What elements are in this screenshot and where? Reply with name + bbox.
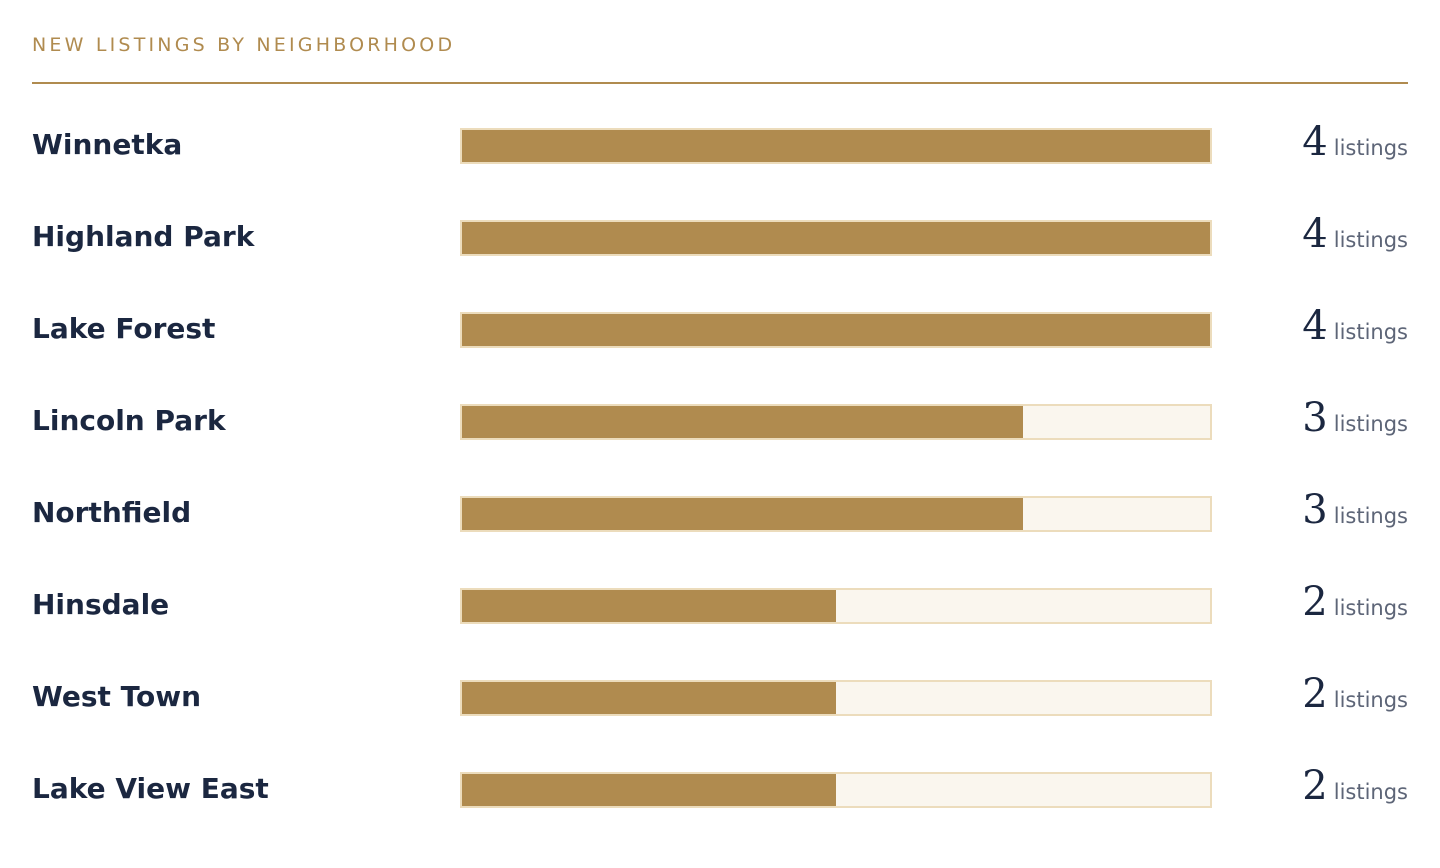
bar-value: 2 [1302, 579, 1328, 625]
bar-row: Northfield 3 listings [32, 468, 1408, 560]
bar-track [460, 404, 1212, 440]
bar-track [460, 772, 1212, 808]
bar-value: 2 [1302, 763, 1328, 809]
bar-track [460, 496, 1212, 532]
bar-label: Lake Forest [32, 312, 216, 345]
bar-label: Hinsdale [32, 588, 170, 621]
listings-panel: NEW LISTINGS BY NEIGHBORHOOD Winnetka 4 li… [32, 0, 1408, 868]
bar-label: Northfield [32, 496, 192, 529]
bar-value-label: 4 listings [1302, 122, 1408, 162]
bar-track [460, 680, 1212, 716]
bar-label: West Town [32, 680, 202, 713]
bar-value: 4 [1302, 119, 1328, 165]
bar-value-label: 3 listings [1302, 490, 1408, 530]
bar-row: Lake View East 2 listings [32, 744, 1408, 836]
bar-value: 3 [1302, 487, 1328, 533]
bar [462, 222, 1210, 254]
bar [462, 406, 1023, 438]
bar-value: 3 [1302, 395, 1328, 441]
bar-label: Lincoln Park [32, 404, 226, 437]
bar-value-label: 4 listings [1302, 306, 1408, 346]
bar [462, 590, 836, 622]
bar-track [460, 220, 1212, 256]
bar-value: 2 [1302, 671, 1328, 717]
bar [462, 130, 1210, 162]
bar [462, 682, 836, 714]
bar-row: Lake Forest 4 listings [32, 284, 1408, 376]
bar [462, 314, 1210, 346]
bar-value: 4 [1302, 303, 1328, 349]
bar-unit: listings [1333, 320, 1408, 344]
bar [462, 498, 1023, 530]
bar-label: Highland Park [32, 220, 255, 253]
bar-label: Winnetka [32, 128, 183, 161]
bar-unit: listings [1333, 688, 1408, 712]
bar-rows: Winnetka 4 listings Highland Park 4 listings L… [32, 100, 1408, 836]
bar-value-label: 4 listings [1302, 214, 1408, 254]
bar-value-label: 2 listings [1302, 582, 1408, 622]
bar-value: 4 [1302, 211, 1328, 257]
bar-unit: listings [1333, 412, 1408, 436]
bar-row: Hinsdale 2 listings [32, 560, 1408, 652]
bar-track [460, 128, 1212, 164]
bar-track [460, 312, 1212, 348]
bar-unit: listings [1333, 504, 1408, 528]
bar-value-label: 3 listings [1302, 398, 1408, 438]
bar-row: Lincoln Park 3 listings [32, 376, 1408, 468]
title-divider [32, 82, 1408, 84]
bar-unit: listings [1333, 780, 1408, 804]
bar-value-label: 2 listings [1302, 674, 1408, 714]
chart-title: NEW LISTINGS BY NEIGHBORHOOD [32, 34, 456, 56]
bar-track [460, 588, 1212, 624]
bar-row: West Town 2 listings [32, 652, 1408, 744]
bar-unit: listings [1333, 596, 1408, 620]
bar-unit: listings [1333, 228, 1408, 252]
bar-row: Highland Park 4 listings [32, 192, 1408, 284]
bar-value-label: 2 listings [1302, 766, 1408, 806]
bar-unit: listings [1333, 136, 1408, 160]
bar-row: Winnetka 4 listings [32, 100, 1408, 192]
bar-label: Lake View East [32, 772, 269, 805]
bar [462, 774, 836, 806]
